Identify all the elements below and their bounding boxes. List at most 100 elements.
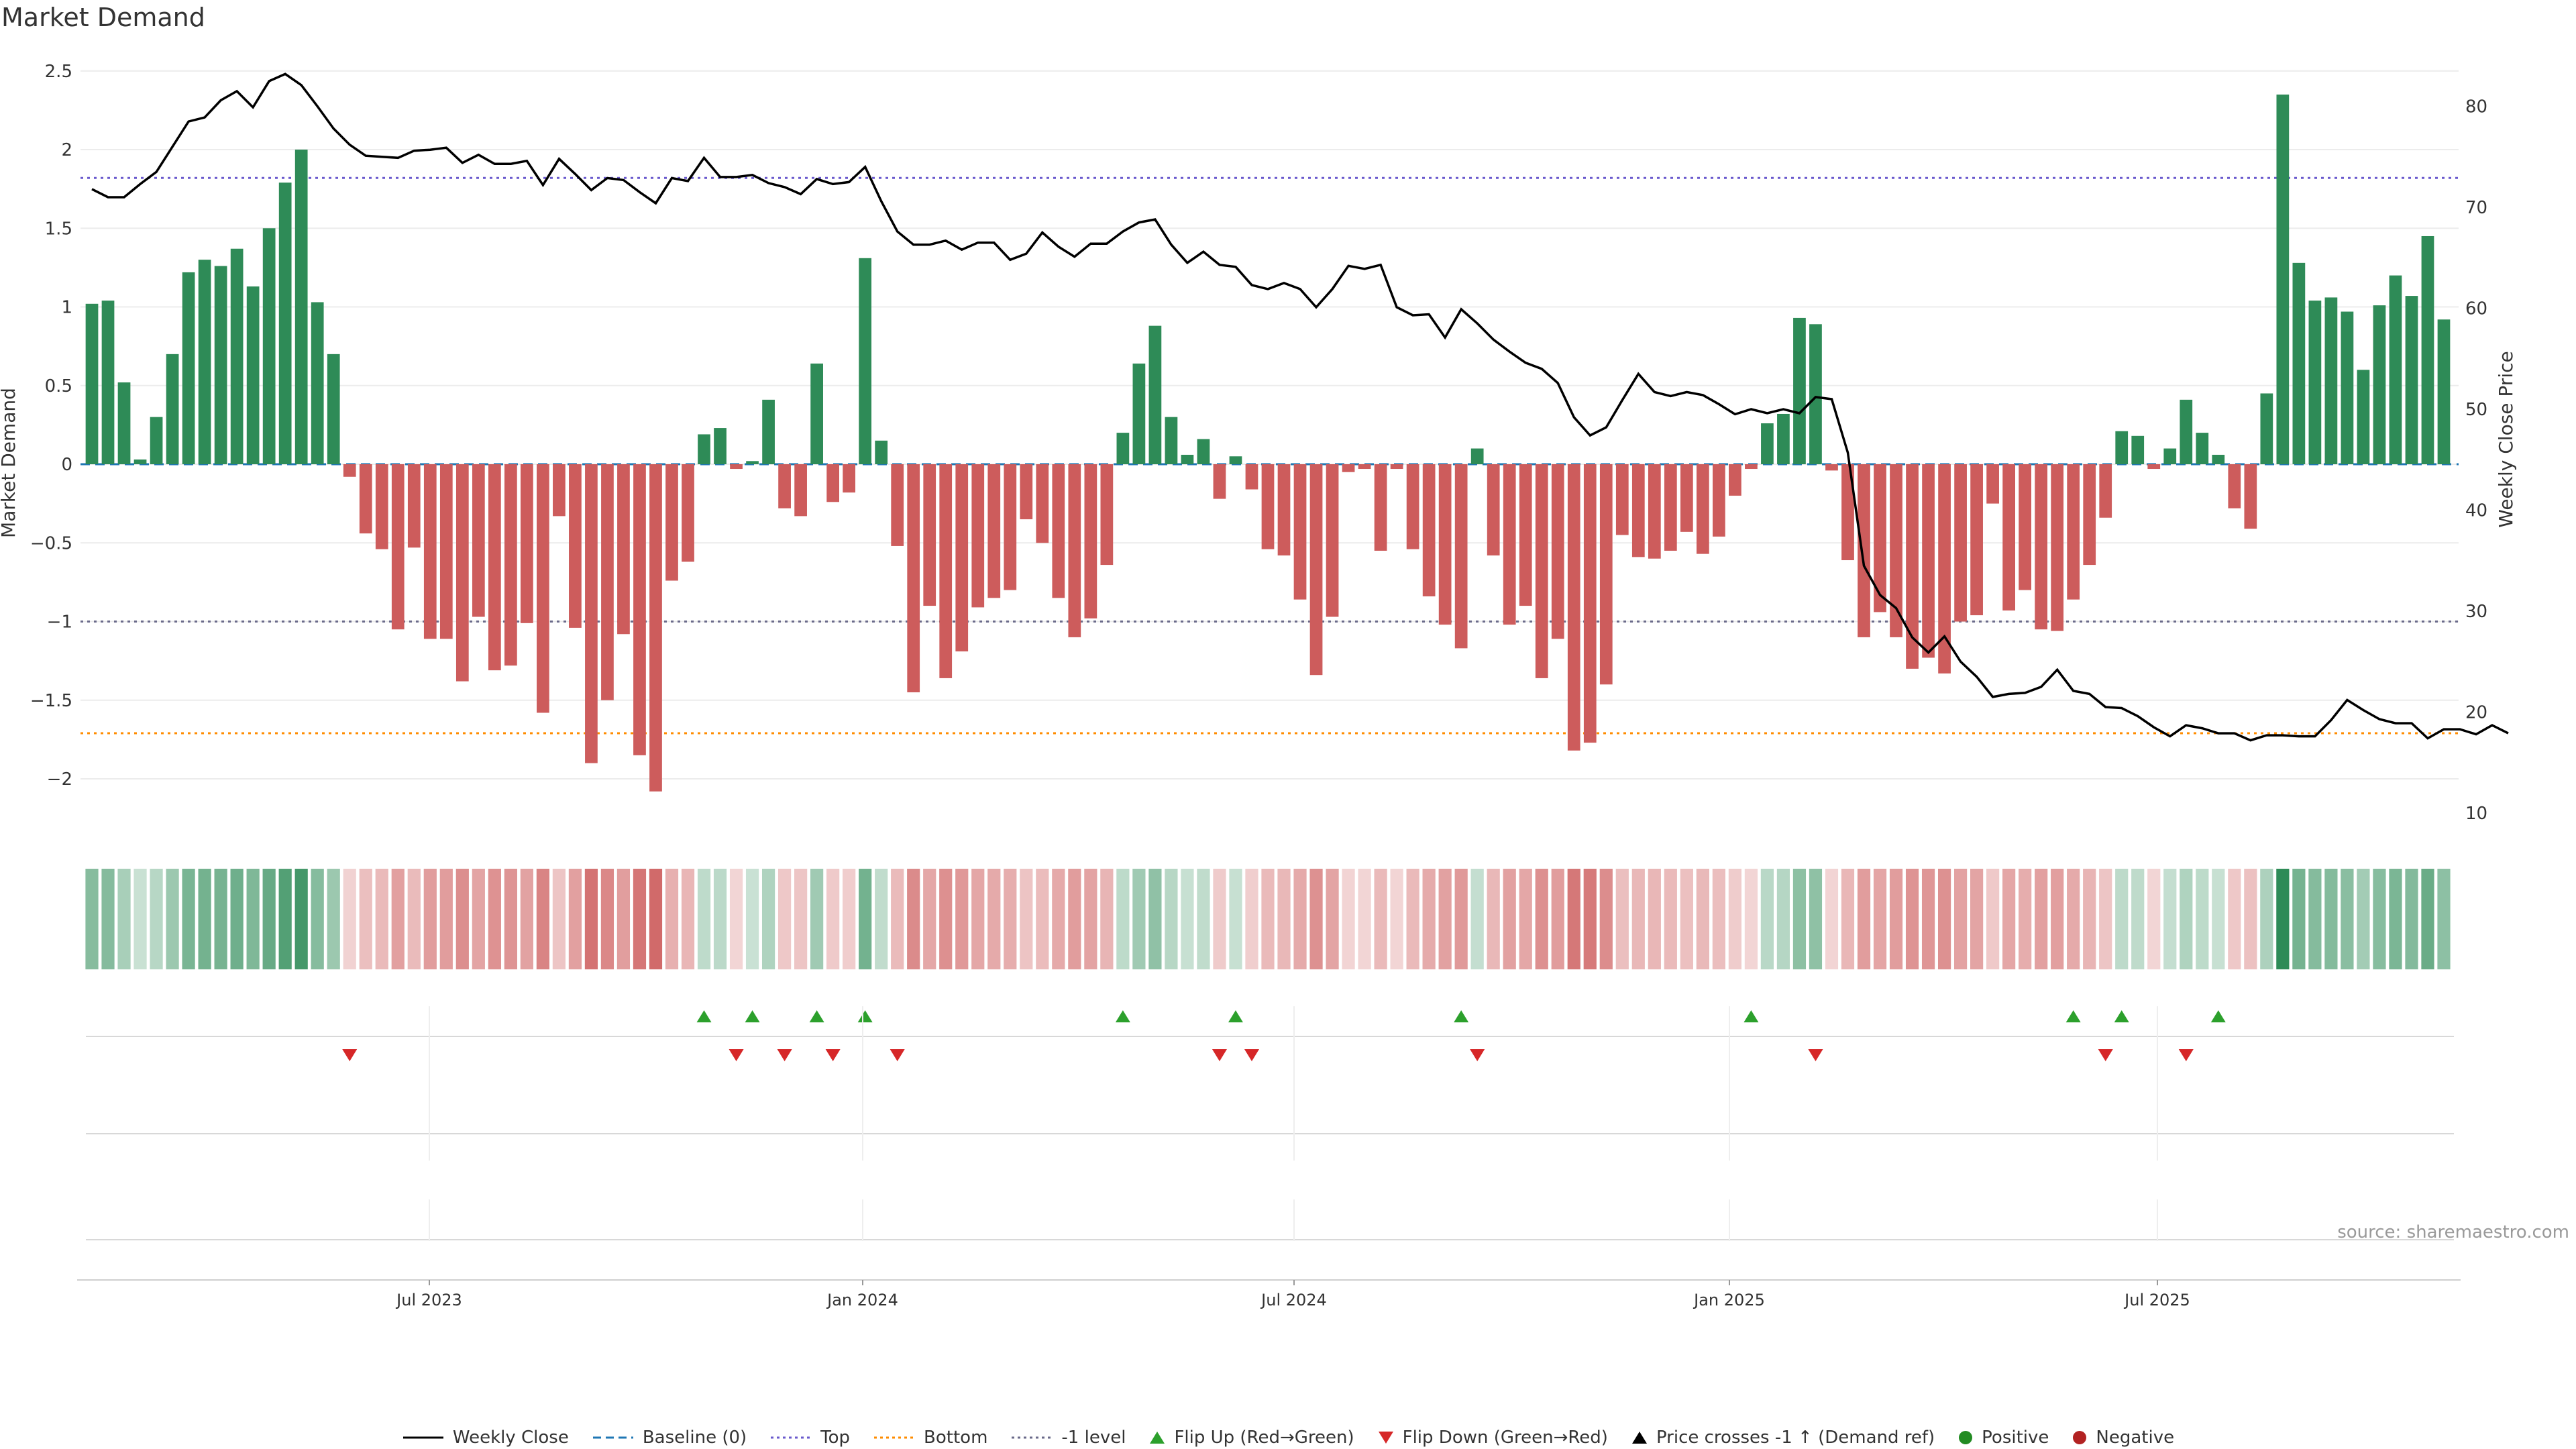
heat-cell bbox=[246, 869, 260, 969]
demand-bar bbox=[2260, 393, 2273, 464]
demand-bars bbox=[85, 94, 2451, 792]
heat-cell bbox=[616, 869, 631, 969]
demand-bar bbox=[375, 464, 388, 549]
legend-item: Weekly Close bbox=[402, 1428, 569, 1448]
heat-cell bbox=[987, 869, 1001, 969]
x-tick-label: Jan 2025 bbox=[1693, 1291, 1765, 1309]
demand-bar bbox=[923, 464, 936, 606]
dotted-line-icon bbox=[873, 1431, 916, 1444]
heat-cell bbox=[600, 869, 614, 969]
heat-cell bbox=[1776, 869, 1790, 969]
demand-bar bbox=[2083, 464, 2096, 566]
heat-cell bbox=[2228, 869, 2241, 969]
heat-cell bbox=[859, 869, 872, 969]
flip-down-marker bbox=[777, 1049, 792, 1061]
demand-bar bbox=[230, 248, 244, 464]
demand-bar bbox=[2131, 435, 2145, 464]
flip-up-marker bbox=[2210, 1010, 2226, 1022]
dotted-line-icon bbox=[1010, 1431, 1053, 1444]
demand-bar bbox=[278, 182, 292, 464]
flip-up-marker bbox=[2114, 1010, 2129, 1022]
legend-item: Flip Down (Green→Red) bbox=[1377, 1428, 1608, 1448]
y2-tick-label: 50 bbox=[2465, 400, 2487, 420]
y-tick-label: 2 bbox=[61, 140, 72, 160]
demand-bar bbox=[198, 260, 211, 464]
demand-bar bbox=[1004, 464, 1017, 590]
heat-cell bbox=[423, 869, 437, 969]
heat-cell bbox=[2244, 869, 2257, 969]
demand-bar bbox=[2292, 262, 2306, 464]
demand-bar bbox=[1906, 464, 1919, 669]
demand-bar bbox=[327, 354, 340, 464]
dashed-line-icon bbox=[592, 1431, 635, 1444]
demand-bar bbox=[762, 399, 775, 464]
heat-cell bbox=[1551, 869, 1564, 969]
heat-cell bbox=[407, 869, 421, 969]
demand-bar bbox=[1599, 464, 1613, 685]
heat-cell bbox=[230, 869, 244, 969]
heat-cell bbox=[955, 869, 969, 969]
demand-bar bbox=[2276, 94, 2290, 465]
demand-bar bbox=[1954, 464, 1967, 622]
y2-tick-label: 30 bbox=[2465, 602, 2487, 622]
demand-bar bbox=[1342, 464, 1355, 472]
y-tick-label: 1.5 bbox=[45, 219, 72, 239]
heat-cell bbox=[1148, 869, 1162, 969]
demand-bar bbox=[262, 228, 276, 464]
demand-bar bbox=[1519, 464, 1532, 606]
demand-bar bbox=[1197, 439, 1210, 464]
heat-cell bbox=[1873, 869, 1887, 969]
demand-bar bbox=[472, 464, 485, 617]
demand-bar bbox=[971, 464, 985, 608]
heat-cell bbox=[1454, 869, 1468, 969]
heat-cell bbox=[1696, 869, 1709, 969]
demand-bar bbox=[2196, 433, 2209, 464]
heat-cell bbox=[1068, 869, 1081, 969]
heat-cell bbox=[2373, 869, 2386, 969]
demand-bar bbox=[101, 301, 115, 464]
heat-cell bbox=[1712, 869, 1725, 969]
heat-cell bbox=[923, 869, 936, 969]
heat-cell bbox=[1358, 869, 1371, 969]
demand-bar bbox=[1165, 417, 1178, 464]
x-axis-dates: Jul 2023 Jan 2024 Jul 2024 Jan 2025 Jul 2025 bbox=[395, 1006, 2190, 1309]
demand-bar bbox=[2389, 275, 2402, 464]
heat-cell bbox=[375, 869, 388, 969]
solid-line-icon bbox=[402, 1431, 445, 1444]
legend-item: Top bbox=[769, 1428, 850, 1448]
demand-bar bbox=[1938, 464, 1951, 674]
heat-cell bbox=[2180, 869, 2193, 969]
demand-bar bbox=[1454, 464, 1468, 649]
heat-cell bbox=[875, 869, 888, 969]
x-tick-label: Jul 2025 bbox=[2123, 1291, 2190, 1309]
demand-bar bbox=[1890, 464, 1902, 637]
heat-cell bbox=[150, 869, 163, 969]
heat-cell bbox=[166, 869, 179, 969]
heat-cell bbox=[1583, 869, 1597, 969]
heat-cell bbox=[1953, 869, 1968, 969]
heat-cell bbox=[843, 869, 856, 969]
demand-bar bbox=[1697, 464, 1709, 554]
demand-bar bbox=[1858, 464, 1870, 637]
demand-bar bbox=[1245, 464, 1258, 490]
flip-down-marker bbox=[825, 1049, 841, 1061]
demand-bar bbox=[2357, 370, 2370, 464]
demand-bar bbox=[778, 464, 791, 508]
heat-cell bbox=[2276, 869, 2290, 969]
y-tick-label: 0.5 bbox=[45, 376, 72, 396]
heat-cell bbox=[2421, 869, 2434, 969]
demand-bar bbox=[939, 464, 953, 678]
heat-cell bbox=[1245, 869, 1258, 969]
heat-cell bbox=[2212, 869, 2225, 969]
demand-bar bbox=[2115, 431, 2129, 464]
heat-cell bbox=[1165, 869, 1178, 969]
heat-cell bbox=[455, 869, 469, 969]
heat-cell bbox=[649, 869, 663, 969]
demand-bar bbox=[1664, 464, 1677, 551]
heat-cell bbox=[1406, 869, 1419, 969]
heat-cell bbox=[1229, 869, 1242, 969]
heat-cell bbox=[1422, 869, 1436, 969]
heat-cell bbox=[2115, 869, 2129, 969]
heat-cell bbox=[117, 869, 131, 969]
heat-cell bbox=[488, 869, 501, 969]
